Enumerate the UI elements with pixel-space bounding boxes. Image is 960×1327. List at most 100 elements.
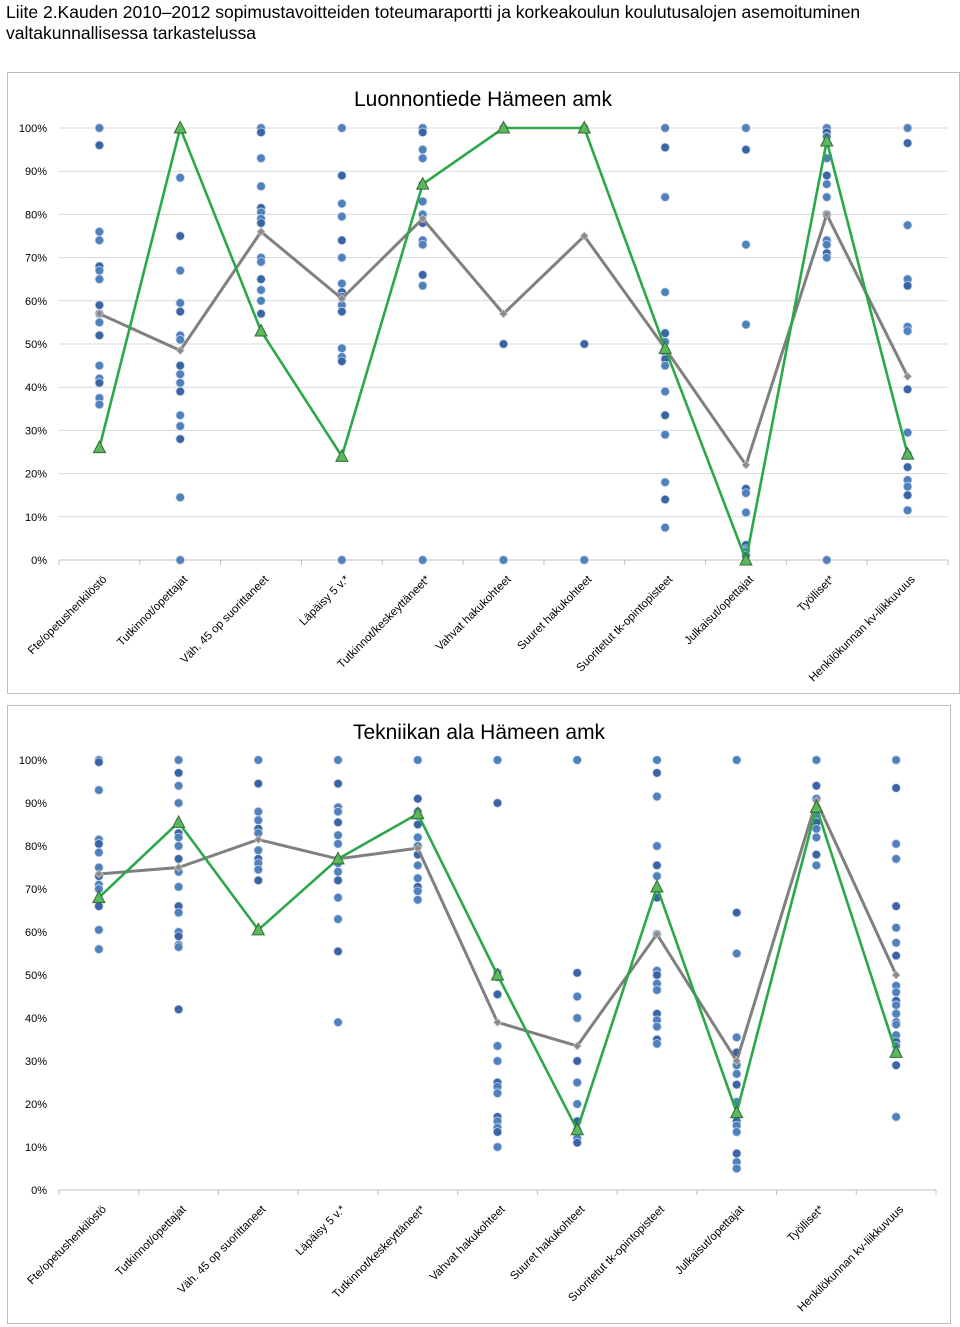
scatter-point	[94, 944, 104, 954]
chart-title: Luonnontiede Hämeen amk	[354, 88, 613, 111]
scatter-point	[498, 339, 509, 349]
series-marker-green	[650, 879, 664, 893]
scatter-point	[94, 360, 105, 371]
scatter-point	[741, 144, 751, 155]
scatter-point	[652, 860, 662, 871]
scatter-point	[572, 755, 582, 765]
series-marker-green	[577, 120, 592, 134]
scatter-point	[173, 931, 184, 942]
scatter-point	[253, 806, 264, 817]
scatter-point	[94, 140, 105, 150]
scatter-point	[811, 781, 822, 791]
series-marker-green	[92, 440, 107, 454]
scatter-point	[173, 798, 184, 808]
page-title-line-2: valtakunnallisessa tarkastelussa	[6, 23, 256, 43]
scatter-point	[175, 492, 185, 503]
scatter-point	[175, 434, 185, 444]
scatter-point	[572, 1077, 582, 1088]
scatter-point	[731, 1079, 742, 1090]
scatter-point	[333, 755, 343, 765]
scatter-point	[902, 481, 913, 492]
scatter-point	[337, 278, 347, 289]
y-tick-label: 50%	[25, 970, 47, 982]
x-tick-label: Väh. 45 op suorittaneet	[176, 1203, 269, 1296]
series-marker-gray	[652, 929, 662, 939]
x-tick-label: Tutkinnot/keskeyttäneet*	[331, 1203, 429, 1301]
scatter-point	[731, 755, 742, 765]
series-marker-green	[729, 1105, 744, 1119]
scatter-point	[652, 970, 662, 980]
scatter-point	[256, 296, 266, 306]
x-tick-label: Fte/opetushenkilöstö	[26, 574, 110, 658]
scatter-point	[891, 783, 901, 793]
scatter-point	[94, 847, 104, 858]
scatter-point	[333, 867, 343, 877]
scatter-point	[417, 280, 428, 291]
y-tick-label: 60%	[25, 927, 47, 939]
y-tick-label: 100%	[19, 123, 47, 135]
scatter-point	[333, 1017, 343, 1028]
scatter-point	[660, 386, 670, 397]
series-marker-green	[331, 851, 345, 865]
scatter-point	[811, 860, 822, 871]
scatter-point	[94, 785, 104, 795]
series-marker-green	[490, 967, 505, 981]
scatter-point	[337, 343, 347, 354]
y-tick-label: 50%	[25, 339, 47, 351]
x-tick-label: Väh. 45 op suorittaneet	[179, 573, 272, 666]
scatter-point	[256, 285, 266, 295]
scatter-point	[731, 1069, 742, 1079]
scatter-point	[902, 138, 913, 148]
scatter-point	[256, 127, 266, 138]
scatter-point	[572, 1056, 582, 1066]
scatter-point	[572, 968, 582, 978]
scatter-point	[256, 153, 266, 163]
scatter-point	[811, 832, 822, 843]
scatter-point	[902, 384, 913, 395]
scatter-point	[579, 555, 590, 565]
scatter-point	[175, 360, 185, 371]
series-marker-gray	[253, 834, 263, 845]
x-tick-label: Tutkinnot/opettajat	[115, 573, 191, 649]
scatter-point	[891, 1060, 901, 1071]
scatter-point	[253, 755, 264, 765]
page-title-line-1: Liite 2.Kauden 2010–2012 sopimustavoitte…	[6, 2, 861, 22]
scatter-point	[891, 901, 901, 911]
chart-panel-tekniikka: Tekniikan ala Hämeen amk 0% 10% 20% 30% 40% 50…	[7, 705, 951, 1324]
scatter-point	[337, 198, 347, 209]
scatter-point	[891, 1000, 901, 1010]
scatter-point	[173, 942, 184, 952]
scatter-point	[660, 477, 670, 487]
series-marker-gray	[174, 862, 184, 873]
scatter-point	[652, 1039, 662, 1049]
scatter-point	[256, 218, 266, 228]
scatter-point	[175, 555, 185, 565]
scatter-point	[652, 985, 662, 995]
scatter-point	[337, 170, 347, 181]
scatter-point	[94, 265, 105, 276]
scatter-point	[256, 257, 266, 267]
scatter-point	[660, 494, 670, 505]
scatter-point	[891, 854, 901, 864]
scatter-point	[256, 274, 266, 284]
scatter-point	[902, 490, 913, 500]
scatter-point	[652, 755, 662, 765]
scatter-point	[175, 298, 185, 308]
scatter-point	[492, 1142, 503, 1152]
series-marker-gray	[741, 460, 751, 470]
x-tick-label: Tutkinnot/keskeyttäneet*	[336, 573, 434, 671]
x-tick-label: Työlliset*	[796, 573, 837, 614]
scatter-point	[822, 170, 832, 181]
scatter-point	[173, 832, 184, 843]
scatter-point	[492, 755, 503, 765]
series-marker-gray	[891, 970, 901, 980]
scatter-point	[94, 123, 105, 133]
scatter-point	[811, 824, 822, 834]
scatter-point	[173, 841, 184, 851]
scatter-point	[572, 991, 582, 1002]
scatter-point	[902, 505, 913, 516]
scatter-point	[572, 1099, 582, 1109]
scatter-point	[94, 300, 105, 310]
scatter-point	[902, 427, 913, 438]
x-tick-label: Läpäisy 5 v.*	[298, 573, 353, 628]
